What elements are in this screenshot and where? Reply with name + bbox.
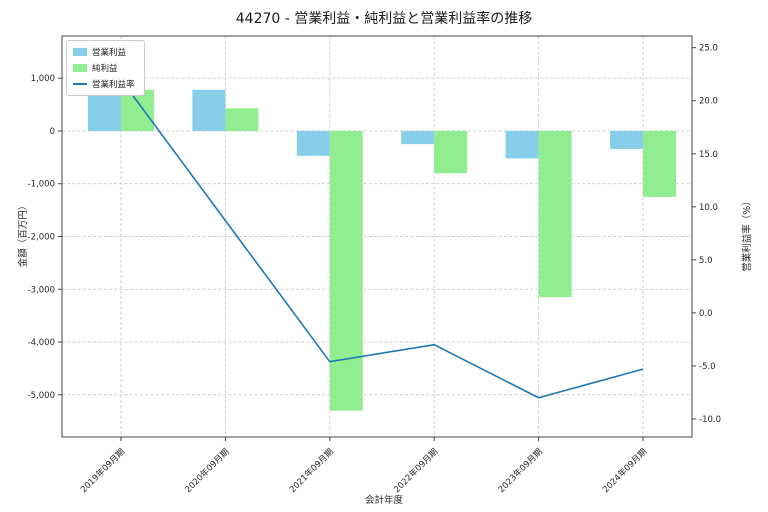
y-tick-label-left: 0: [50, 127, 55, 137]
y-tick-label-right: -10.0: [699, 415, 721, 425]
y-tick-label-right: 20.0: [699, 97, 718, 107]
x-tick-label: 2024年09月期: [600, 446, 649, 495]
bar-net-profit: [643, 130, 676, 197]
x-axis-label: 会計年度: [364, 495, 403, 506]
bar-net-profit: [225, 108, 259, 131]
y-tick-label-right: -5.0: [699, 362, 716, 372]
y-tick-label-right: 10.0: [699, 203, 718, 213]
legend-swatch-net-profit: [73, 64, 87, 72]
x-tick-label: 2020年09月期: [183, 446, 232, 495]
chart-title: 44270 - 営業利益・純利益と営業利益率の推移: [235, 11, 533, 27]
y-tick-label-left: -4,000: [28, 338, 55, 348]
legend-item-net-profit: 純利益: [73, 62, 135, 74]
x-tick-label: 2023年09月期: [496, 446, 545, 495]
bar-operating-profit: [401, 130, 435, 145]
legend-label-operating-margin: 営業利益率: [92, 80, 135, 90]
bar-net-profit: [121, 89, 154, 131]
bar-operating-profit: [192, 89, 226, 131]
bar-operating-profit: [296, 130, 330, 156]
legend: 営業利益 純利益 営業利益率: [66, 40, 145, 96]
y-tick-label-right: 15.0: [699, 150, 718, 160]
legend-item-operating-profit: 営業利益: [73, 46, 135, 58]
y-tick-label-left: 1,000: [31, 74, 55, 84]
y-axis-label-left: 金額（百万円）: [18, 200, 29, 268]
legend-item-operating-margin: 営業利益率: [73, 78, 135, 90]
legend-label-net-profit: 純利益: [92, 64, 118, 74]
x-tick-label: 2021年09月期: [287, 446, 336, 495]
x-tick-label: 2019年09月期: [78, 446, 127, 495]
y-tick-label-left: -1,000: [28, 180, 55, 190]
operating-margin-line: [120, 79, 644, 399]
bar-net-profit: [329, 130, 363, 411]
bar-operating-profit: [505, 130, 539, 159]
y-tick-label-left: -5,000: [28, 391, 55, 401]
y-tick-label-right: 25.0: [699, 44, 718, 54]
y-tick-label-left: -3,000: [28, 285, 55, 295]
bar-net-profit: [538, 130, 572, 298]
y-axis-label-right: 営業利益率（%）: [742, 196, 753, 272]
y-tick-label-right: 0.0: [699, 309, 713, 319]
x-tick-label: 2022年09月期: [392, 446, 441, 495]
bar-net-profit: [434, 130, 468, 174]
bar-operating-profit: [610, 130, 643, 149]
legend-swatch-operating-margin-line: [73, 83, 87, 85]
y-tick-label-right: 5.0: [699, 256, 713, 266]
y-tick-label-left: -2,000: [28, 233, 55, 243]
legend-swatch-operating-profit: [73, 48, 87, 56]
legend-label-operating-profit: 営業利益: [92, 48, 127, 58]
